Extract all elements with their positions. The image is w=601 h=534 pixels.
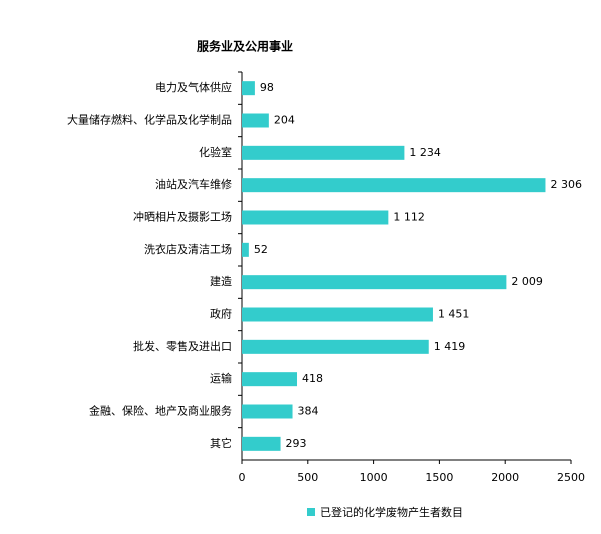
value-label: 204 xyxy=(274,114,295,127)
bar xyxy=(242,275,507,290)
y-tick-label: 洗衣店及清洁工场 xyxy=(144,242,232,256)
value-label: 52 xyxy=(254,243,268,256)
y-tick-label: 油站及汽车维修 xyxy=(155,177,232,191)
x-tick-label: 0 xyxy=(239,471,246,484)
legend-swatch xyxy=(307,508,315,516)
x-tick-label: 2500 xyxy=(557,471,585,484)
bar xyxy=(242,210,389,225)
chart-title: 服务业及公用事业 xyxy=(197,39,293,54)
value-label: 1 234 xyxy=(409,146,441,159)
bar xyxy=(242,307,433,322)
y-tick-label: 冲晒相片及摄影工场 xyxy=(133,210,232,224)
y-tick-label: 运输 xyxy=(210,371,232,385)
x-tick-label: 1000 xyxy=(360,471,388,484)
bar xyxy=(242,404,293,419)
value-label: 1 419 xyxy=(434,340,466,353)
bar xyxy=(242,81,255,96)
y-tick-label: 化验室 xyxy=(199,145,232,159)
value-label: 1 112 xyxy=(393,211,425,224)
value-label: 1 451 xyxy=(438,308,470,321)
value-label: 98 xyxy=(260,81,274,94)
y-tick-label: 建造 xyxy=(210,274,232,288)
bar xyxy=(242,242,249,257)
bar xyxy=(242,436,281,451)
y-tick-label: 政府 xyxy=(210,307,232,321)
x-tick-label: 500 xyxy=(297,471,318,484)
bar xyxy=(242,145,405,160)
bar xyxy=(242,113,269,128)
y-tick-label: 其它 xyxy=(210,436,232,450)
bar xyxy=(242,178,546,193)
value-label: 2 009 xyxy=(511,275,543,288)
value-label: 293 xyxy=(286,437,307,450)
value-label: 418 xyxy=(302,372,323,385)
x-tick-label: 1500 xyxy=(425,471,453,484)
legend-label: 已登记的化学废物产生者数目 xyxy=(320,505,463,519)
y-tick-label: 电力及气体供应 xyxy=(155,80,232,94)
y-tick-label: 金融、保险、地产及商业服务 xyxy=(89,404,232,418)
bar xyxy=(242,339,429,354)
bar xyxy=(242,372,298,387)
x-tick-label: 2000 xyxy=(491,471,519,484)
value-label: 2 306 xyxy=(550,178,582,191)
value-label: 384 xyxy=(298,405,319,418)
y-tick-label: 大量储存燃料、化学品及化学制品 xyxy=(67,113,232,127)
y-tick-label: 批发、零售及进出口 xyxy=(133,339,232,353)
